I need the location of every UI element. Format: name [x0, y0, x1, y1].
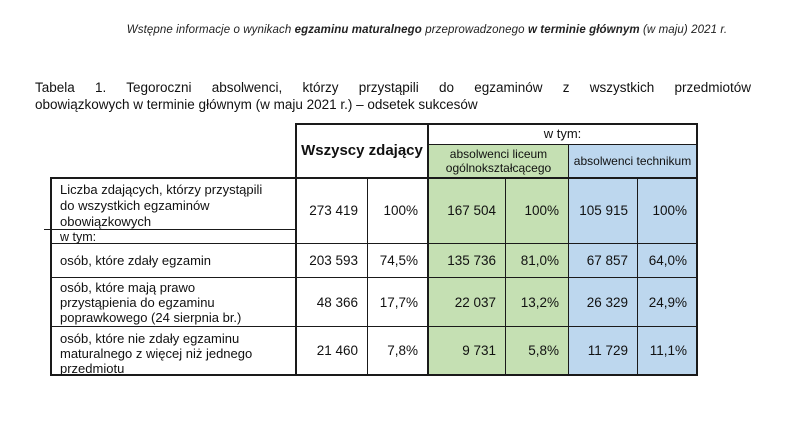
row-label-4: osób, które nie zdały egzaminu maturalne…: [52, 329, 295, 376]
row-label-2: osób, które zdały egzamin: [52, 244, 295, 277]
row-label-1: Liczba zdających, którzy przystąpili do …: [52, 179, 295, 229]
table-border: [44, 229, 295, 230]
cell-liceum-pct-r2: 81,0%: [520, 253, 559, 268]
cell-liceum-count-r3: 22 037: [454, 294, 496, 310]
row-sublabel-w-tym: w tym:: [60, 230, 97, 244]
table-border: [637, 178, 638, 374]
table-border-thick: [696, 123, 698, 376]
table-border: [367, 178, 368, 374]
cell-liceum-count-r1: 167 504: [447, 203, 496, 218]
header-text: Wstępne informacje o wynikach: [126, 24, 295, 36]
cell-all-pct-r3: 17,7%: [379, 294, 418, 310]
row-label-line: osób, które zdały egzamin: [60, 253, 212, 268]
header-bold-exam: egzaminu maturalnego: [294, 24, 422, 36]
cell-all-count-r4: 21 460: [316, 343, 358, 358]
cell-all-count-r2: 203 593: [309, 253, 358, 268]
row-label-line: osób, które nie zdały egzaminu: [60, 331, 240, 346]
header-w-tym-group: w tym:: [543, 126, 582, 141]
cell-technikum-pct-r1: 100%: [652, 203, 687, 218]
cell-technikum-pct-r2: 64,0%: [648, 253, 687, 268]
cell-technikum-count-r1: 105 915: [579, 203, 628, 218]
cell-technikum-pct-r3: 24,9%: [648, 294, 687, 310]
row-label-line: przedmiotu: [60, 361, 125, 376]
table-border-thick: [50, 177, 698, 179]
cell-all-pct-r1: 100%: [383, 203, 418, 218]
cell-all-count-r3: 48 366: [316, 294, 358, 310]
liceum-column-background: [427, 145, 568, 374]
header-liceum: absolwenci liceum ogólnokształcącego: [429, 145, 568, 177]
cell-all-pct-r4: 7,8%: [387, 343, 418, 358]
header-all-candidates: Wszyscy zdający: [301, 141, 423, 159]
caption-line-2: obowiązkowych w terminie głównym (w maju…: [35, 97, 478, 112]
row-label-line: Liczba zdających, którzy przystąpili: [60, 182, 263, 197]
table-border: [427, 144, 696, 145]
cell-liceum-pct-r3: 13,2%: [520, 294, 559, 310]
table-border-thick: [295, 123, 698, 125]
header-liceum-line: absolwenci liceum: [449, 147, 548, 161]
header-liceum-line: ogólnokształcącego: [445, 161, 552, 175]
table-border-thick: [295, 123, 297, 374]
document-header: Wstępne informacje o wynikach egzaminu m…: [68, 24, 786, 36]
table-border: [50, 277, 696, 278]
row-label-line: maturalnego z więcej niż jednego: [60, 346, 253, 361]
row-label-line: do wszystkich egzaminów: [60, 198, 210, 213]
table-border-thick: [50, 177, 52, 376]
row-label-3: osób, które mają prawo przystąpienia do …: [52, 278, 295, 326]
cell-all-pct-r2: 74,5%: [379, 253, 418, 268]
row-label-line: obowiązkowych: [60, 214, 152, 229]
cell-liceum-pct-r1: 100%: [524, 203, 559, 218]
cell-technikum-count-r3: 26 329: [586, 294, 628, 310]
caption-line-1: Tabela 1. Tegoroczni absolwenci, którzy …: [35, 80, 751, 95]
row-label-line: przystąpienia do egzaminu: [60, 295, 215, 310]
cell-all-count-r1: 273 419: [309, 203, 358, 218]
header-text: przeprowadzonego: [421, 24, 528, 36]
cell-liceum-count-r2: 135 736: [447, 253, 496, 268]
header-text: (w maju) 2021 r.: [639, 24, 728, 36]
table-border: [568, 145, 569, 374]
cell-liceum-pct-r4: 5,8%: [528, 343, 559, 358]
table-border-thick: [50, 374, 698, 376]
header-bold-term: w terminie głównym: [527, 24, 640, 36]
cell-technikum-count-r4: 11 729: [587, 343, 628, 358]
row-label-line: poprawkowego (24 sierpnia br.): [60, 310, 242, 325]
cell-technikum-pct-r4: 11,1%: [649, 343, 687, 358]
table-border-thick: [427, 123, 429, 374]
technikum-column-background: [568, 145, 696, 374]
table-border: [505, 178, 506, 374]
table-caption: Tabela 1. Tegoroczni absolwenci, którzy …: [35, 79, 751, 113]
table-border: [50, 326, 696, 327]
header-technikum: absolwenci technikum: [569, 145, 696, 177]
row-label-line: osób, które mają prawo: [60, 280, 196, 295]
table-border: [50, 243, 696, 244]
cell-technikum-count-r2: 67 857: [586, 253, 628, 268]
cell-liceum-count-r4: 9 731: [462, 343, 496, 358]
